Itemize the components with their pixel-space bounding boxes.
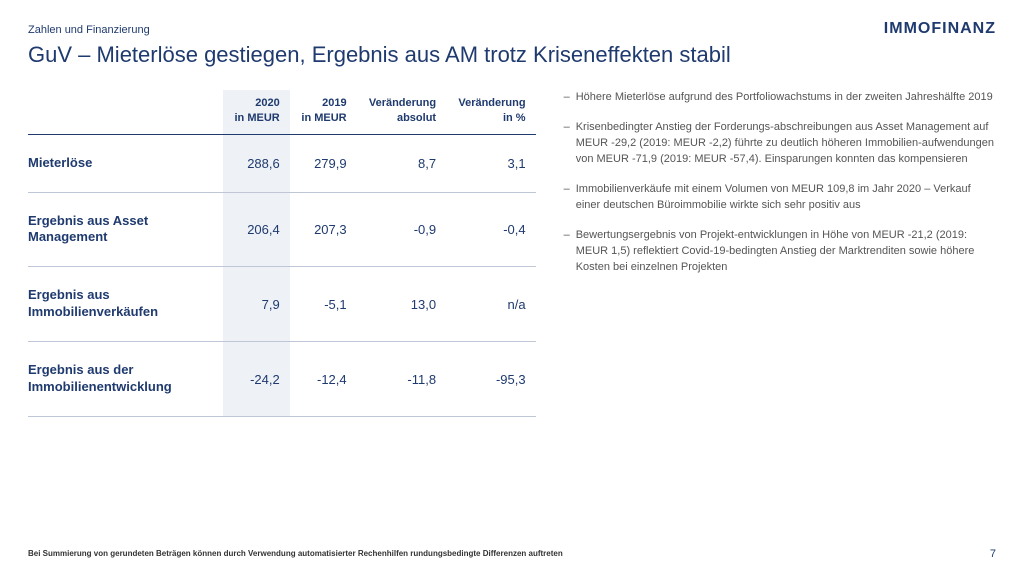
col-head-abs-l2: absolut (397, 112, 436, 124)
cell-2019: -12,4 (290, 342, 357, 417)
note-text: Krisenbedingter Anstieg der Forderungs-a… (576, 120, 996, 168)
cell-2020: 288,6 (223, 134, 290, 192)
cell-2020: -24,2 (223, 342, 290, 417)
cell-abs: 13,0 (357, 267, 446, 342)
cell-pct: -95,3 (446, 342, 536, 417)
financial-table: 2020 in MEUR 2019 in MEUR Veränderung ab… (28, 90, 536, 417)
cell-abs: -11,8 (357, 342, 446, 417)
note-text: Immobilienverkäufe mit einem Volumen von… (576, 182, 996, 214)
note-text: Höhere Mieterlöse aufgrund des Portfolio… (576, 90, 993, 106)
dash-icon: – (564, 182, 570, 214)
note-item: – Immobilienverkäufe mit einem Volumen v… (564, 182, 996, 214)
note-item: – Krisenbedingter Anstieg der Forderungs… (564, 120, 996, 168)
footnote: Bei Summierung von gerundeten Beträgen k… (28, 549, 563, 558)
col-head-2019-l1: 2019 (322, 97, 346, 109)
row-label: Ergebnis aus Immobilienverkäufen (28, 267, 223, 342)
cell-pct: -0,4 (446, 192, 536, 267)
note-text: Bewertungsergebnis von Projekt-entwicklu… (576, 228, 996, 276)
cell-2019: 279,9 (290, 134, 357, 192)
table-header-row: 2020 in MEUR 2019 in MEUR Veränderung ab… (28, 90, 536, 134)
col-head-pct-l1: Veränderung (458, 97, 525, 109)
page-number: 7 (990, 548, 996, 560)
table-row: Ergebnis aus Asset Management 206,4 207,… (28, 192, 536, 267)
content-area: 2020 in MEUR 2019 in MEUR Veränderung ab… (28, 90, 996, 417)
col-head-2020: 2020 in MEUR (223, 90, 290, 134)
page-title: GuV – Mieterlöse gestiegen, Ergebnis aus… (28, 42, 996, 68)
note-item: – Höhere Mieterlöse aufgrund des Portfol… (564, 90, 996, 106)
col-head-2020-l1: 2020 (255, 97, 279, 109)
col-head-2020-l2: in MEUR (235, 112, 280, 124)
col-head-2019: 2019 in MEUR (290, 90, 357, 134)
col-head-2019-l2: in MEUR (301, 112, 346, 124)
table-row: Ergebnis aus Immobilienverkäufen 7,9 -5,… (28, 267, 536, 342)
cell-2020: 206,4 (223, 192, 290, 267)
dash-icon: – (564, 120, 570, 168)
table-row: Mieterlöse 288,6 279,9 8,7 3,1 (28, 134, 536, 192)
row-label: Ergebnis aus der Immobilienentwicklung (28, 342, 223, 417)
cell-abs: -0,9 (357, 192, 446, 267)
cell-2020: 7,9 (223, 267, 290, 342)
brand-logo: IMMOFINANZ (884, 20, 996, 38)
col-head-abs: Veränderung absolut (357, 90, 446, 134)
note-item: – Bewertungsergebnis von Projekt-entwick… (564, 228, 996, 276)
dash-icon: – (564, 228, 570, 276)
financial-table-area: 2020 in MEUR 2019 in MEUR Veränderung ab… (28, 90, 536, 417)
col-head-abs-l1: Veränderung (369, 97, 436, 109)
cell-2019: -5,1 (290, 267, 357, 342)
row-label: Mieterlöse (28, 134, 223, 192)
cell-abs: 8,7 (357, 134, 446, 192)
cell-pct: 3,1 (446, 134, 536, 192)
col-head-pct: Veränderung in % (446, 90, 536, 134)
cell-2019: 207,3 (290, 192, 357, 267)
col-head-pct-l2: in % (503, 112, 526, 124)
notes-panel: – Höhere Mieterlöse aufgrund des Portfol… (564, 90, 996, 417)
header: Zahlen und Finanzierung IMMOFINANZ (28, 20, 996, 38)
row-label: Ergebnis aus Asset Management (28, 192, 223, 267)
cell-pct: n/a (446, 267, 536, 342)
table-row: Ergebnis aus der Immobilienentwicklung -… (28, 342, 536, 417)
col-head-label (28, 90, 223, 134)
section-label: Zahlen und Finanzierung (28, 24, 150, 36)
dash-icon: – (564, 90, 570, 106)
